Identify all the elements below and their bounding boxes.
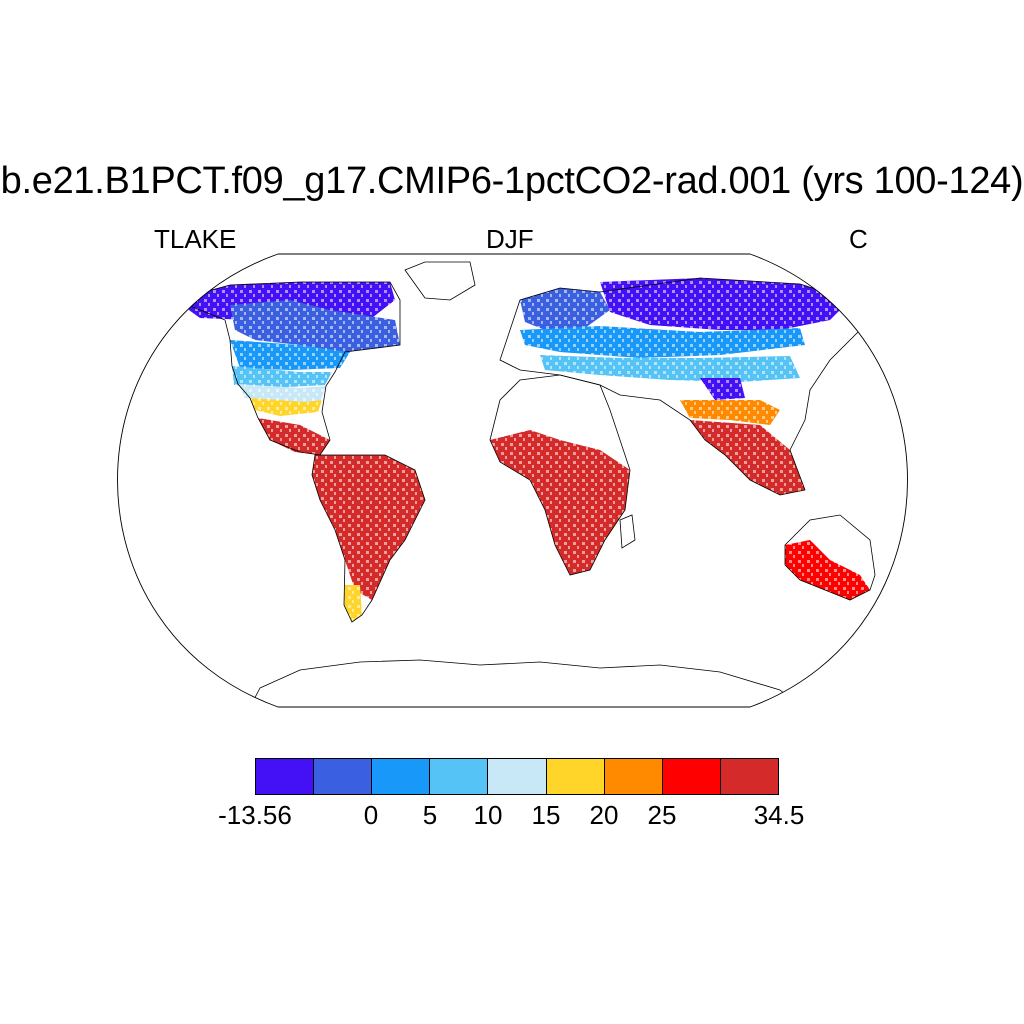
colorbar-box [256, 759, 315, 794]
colorbar-tick-label: 10 [473, 800, 503, 830]
plot-title: b.e21.B1PCT.f09_g17.CMIP6-1pctCO2-rad.00… [0, 160, 1024, 202]
colorbar-box [372, 759, 431, 794]
colorbar-box [546, 759, 605, 794]
colorbar-tick-label: 15 [531, 800, 561, 830]
colorbar-tick-label: 25 [647, 800, 677, 830]
colorbar-tick-label: 0 [363, 800, 379, 830]
colorbar [255, 758, 779, 795]
coastlines [173, 261, 908, 707]
region-new-zealand [880, 585, 908, 612]
colorbar-box [488, 759, 547, 794]
season-label: DJF [486, 224, 534, 254]
colorbar-box [430, 759, 489, 794]
colorbar-box [314, 759, 373, 794]
colorbar-tick-label: 5 [422, 800, 438, 830]
grid-speckle [117, 254, 908, 707]
colorbar-box [662, 759, 721, 794]
colorbar-tick-label: -13.56 [218, 800, 292, 830]
colorbar-box [604, 759, 663, 794]
colorbar-box [720, 759, 778, 794]
colorbar-tick-label: 34.5 [753, 800, 805, 830]
variable-label: TLAKE [154, 224, 237, 254]
globe-outline [117, 253, 908, 708]
colorbar-tick-label: 20 [589, 800, 619, 830]
units-label: C [849, 224, 868, 254]
